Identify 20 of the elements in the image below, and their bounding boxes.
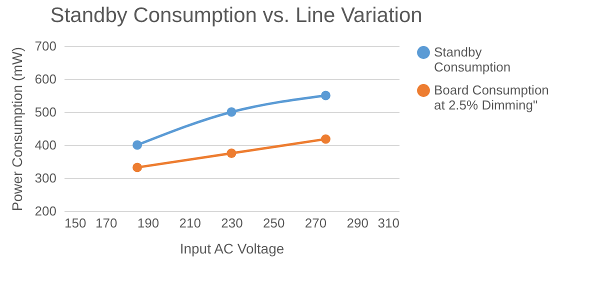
x-tick-label: 230 (221, 216, 243, 230)
y-tick-label: 300 (34, 170, 56, 186)
x-axis-title: Input AC Voltage (180, 240, 284, 256)
x-tick-label: 190 (137, 216, 160, 230)
x-tick-label: 170 (96, 216, 118, 230)
y-tick-label: 200 (34, 204, 56, 218)
y-tick-label: 400 (34, 138, 56, 152)
x-tick-label: 210 (179, 216, 201, 230)
x-tick-label: 310 (378, 216, 400, 230)
legend-label: Board Consumption at 2.5% Dimming" (434, 82, 549, 112)
x-tick-label: 150 (64, 216, 86, 230)
y-tick-label: 700 (34, 38, 56, 54)
x-tick-label: 270 (304, 216, 327, 230)
y-axis-title: Power Consumption (mW) (8, 46, 25, 212)
legend-label: Standby Consumption (434, 44, 511, 74)
y-tick-label: 600 (34, 72, 56, 86)
y-tick-label: 500 (34, 104, 56, 120)
chart-title: Standby Consumption vs. Line Variation (50, 4, 422, 27)
x-tick-label: 250 (263, 216, 285, 230)
x-tick-label: 290 (346, 216, 368, 230)
